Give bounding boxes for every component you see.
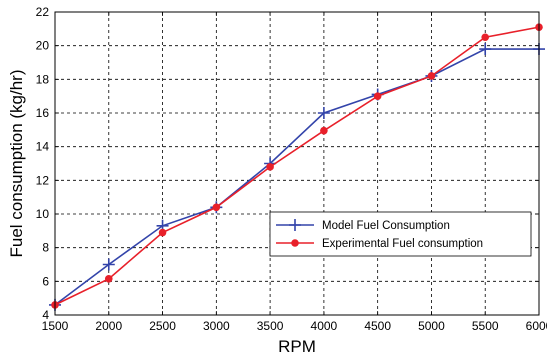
x-tick-label: 1500: [42, 319, 69, 333]
y-tick-label: 16: [36, 106, 50, 120]
y-tick-label: 8: [42, 241, 49, 255]
x-tick-label: 2000: [95, 319, 122, 333]
grid: [55, 12, 539, 315]
x-tick-label: 5500: [472, 319, 499, 333]
x-tick-label: 2500: [149, 319, 176, 333]
ticks: 1500 2000 2500 3000 3500 4000 4500 5000 5500 6000…: [36, 5, 547, 333]
series-1: [51, 23, 543, 309]
y-tick-label: 4: [42, 308, 49, 322]
x-tick-label: 6000: [526, 319, 547, 333]
plus-marker: [102, 258, 115, 271]
legend-item-0: Model Fuel Consumption: [276, 219, 450, 232]
y-tick-label: 12: [36, 173, 50, 187]
circle-marker: [320, 126, 328, 135]
x-tick-label: 4500: [364, 319, 391, 333]
series-line: [54, 26, 540, 306]
x-axis-label: RPM: [278, 337, 316, 356]
legend-item-1: Experimental Fuel consumption: [276, 238, 483, 250]
y-tick-label: 6: [42, 274, 49, 288]
circle-marker: [427, 72, 436, 80]
y-tick-label: 18: [36, 72, 50, 86]
x-tick-label: 5000: [418, 319, 445, 333]
circle-marker: [291, 239, 299, 247]
circle-marker: [104, 275, 113, 283]
circle-marker: [266, 163, 274, 171]
legend-label: Experimental Fuel consumption: [322, 238, 483, 250]
plot-frame: [54, 11, 540, 316]
x-tick-label: 3000: [203, 319, 230, 333]
legend: Model Fuel Consumption Experimental Fuel …: [269, 211, 532, 257]
plus-marker: [479, 43, 492, 56]
circle-marker: [481, 33, 490, 42]
y-tick-label: 10: [36, 207, 50, 221]
series-layer: [49, 23, 545, 311]
y-tick-label: 20: [36, 39, 50, 53]
plus-marker: [317, 107, 330, 119]
series-line: [54, 48, 539, 306]
circle-marker: [373, 92, 382, 100]
legend-label: Model Fuel Consumption: [322, 220, 450, 232]
x-tick-label: 4000: [311, 319, 338, 333]
y-tick-label: 14: [36, 140, 50, 154]
circle-marker: [212, 203, 221, 212]
x-tick-label: 3500: [257, 319, 284, 333]
legend-box: [269, 211, 532, 257]
circle-marker: [158, 228, 167, 237]
y-axis-label: Fuel consumption (kg/hr): [7, 69, 26, 257]
series-0: [49, 43, 545, 311]
plus-marker: [289, 219, 301, 231]
y-tick-label: 22: [36, 5, 50, 19]
